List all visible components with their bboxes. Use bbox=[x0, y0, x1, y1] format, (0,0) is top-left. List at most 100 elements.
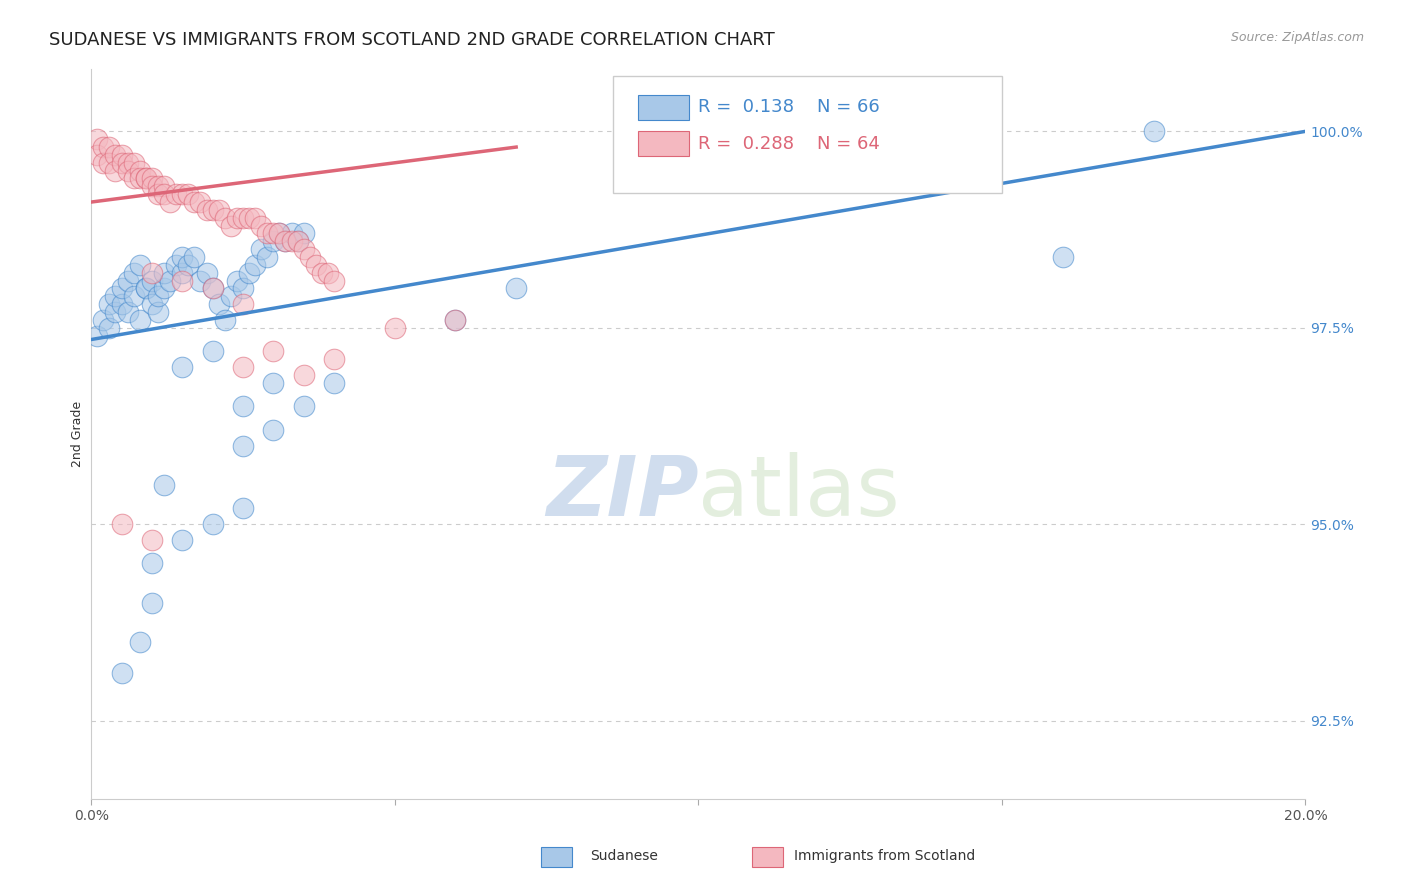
Point bbox=[243, 258, 266, 272]
Point bbox=[141, 274, 163, 288]
Point bbox=[262, 235, 284, 249]
Point bbox=[274, 235, 297, 249]
Point bbox=[208, 297, 231, 311]
Point bbox=[153, 478, 176, 492]
Point bbox=[305, 258, 328, 272]
Point bbox=[232, 297, 254, 311]
Point bbox=[122, 171, 145, 186]
FancyBboxPatch shape bbox=[637, 131, 689, 156]
Point bbox=[208, 202, 231, 217]
Point bbox=[280, 227, 302, 241]
Point bbox=[117, 163, 139, 178]
Text: Immigrants from Scotland: Immigrants from Scotland bbox=[794, 849, 976, 863]
Point bbox=[292, 227, 315, 241]
Point bbox=[91, 155, 114, 169]
Point bbox=[128, 163, 150, 178]
Point bbox=[219, 289, 242, 303]
Point bbox=[214, 211, 236, 225]
FancyBboxPatch shape bbox=[637, 95, 689, 120]
Point bbox=[292, 399, 315, 413]
Point bbox=[91, 140, 114, 154]
Point bbox=[201, 344, 224, 359]
Point bbox=[444, 313, 467, 327]
Text: ZIP: ZIP bbox=[546, 451, 699, 533]
Point bbox=[128, 171, 150, 186]
Point bbox=[172, 274, 194, 288]
Point bbox=[177, 187, 200, 202]
Point bbox=[135, 171, 157, 186]
Point bbox=[86, 328, 108, 343]
Point bbox=[141, 297, 163, 311]
Point bbox=[269, 227, 291, 241]
Point bbox=[250, 242, 273, 256]
Point bbox=[219, 219, 242, 233]
Point bbox=[232, 399, 254, 413]
Text: R =  0.288    N = 64: R = 0.288 N = 64 bbox=[699, 135, 880, 153]
Point bbox=[316, 266, 339, 280]
Point bbox=[232, 359, 254, 374]
Point bbox=[190, 274, 212, 288]
Point bbox=[153, 187, 176, 202]
Point bbox=[165, 258, 187, 272]
Point bbox=[1052, 250, 1074, 264]
Point bbox=[256, 227, 278, 241]
Point bbox=[141, 533, 163, 547]
Point bbox=[172, 250, 194, 264]
Point bbox=[256, 250, 278, 264]
Point bbox=[287, 235, 309, 249]
Point bbox=[238, 211, 260, 225]
Point bbox=[311, 266, 333, 280]
Point bbox=[201, 281, 224, 295]
Point bbox=[122, 289, 145, 303]
Point bbox=[298, 250, 321, 264]
Point bbox=[232, 439, 254, 453]
Point bbox=[172, 533, 194, 547]
Point bbox=[172, 359, 194, 374]
Point bbox=[262, 376, 284, 390]
Text: R =  0.138    N = 66: R = 0.138 N = 66 bbox=[699, 98, 880, 116]
Point bbox=[117, 274, 139, 288]
Point bbox=[153, 266, 176, 280]
Point bbox=[98, 320, 121, 334]
Point bbox=[110, 297, 132, 311]
Point bbox=[195, 202, 218, 217]
Point bbox=[110, 148, 132, 162]
Point bbox=[153, 281, 176, 295]
Point bbox=[165, 187, 187, 202]
Point bbox=[274, 235, 297, 249]
Point bbox=[195, 266, 218, 280]
Text: Source: ZipAtlas.com: Source: ZipAtlas.com bbox=[1230, 31, 1364, 45]
Point bbox=[262, 423, 284, 437]
Point bbox=[225, 274, 247, 288]
Point bbox=[153, 179, 176, 194]
Point bbox=[232, 281, 254, 295]
Point bbox=[104, 163, 127, 178]
Point bbox=[110, 517, 132, 532]
Point bbox=[122, 266, 145, 280]
Point bbox=[141, 557, 163, 571]
Point bbox=[384, 320, 406, 334]
Point bbox=[146, 305, 169, 319]
Point bbox=[183, 195, 205, 210]
Point bbox=[91, 313, 114, 327]
Point bbox=[128, 258, 150, 272]
Point bbox=[292, 368, 315, 382]
Point bbox=[323, 376, 346, 390]
Point bbox=[141, 266, 163, 280]
Point bbox=[262, 227, 284, 241]
Point bbox=[232, 211, 254, 225]
Point bbox=[122, 155, 145, 169]
Point bbox=[104, 305, 127, 319]
Point bbox=[98, 297, 121, 311]
Point bbox=[225, 211, 247, 225]
Point bbox=[201, 202, 224, 217]
Point bbox=[141, 171, 163, 186]
Point bbox=[104, 148, 127, 162]
Point bbox=[110, 155, 132, 169]
Text: SUDANESE VS IMMIGRANTS FROM SCOTLAND 2ND GRADE CORRELATION CHART: SUDANESE VS IMMIGRANTS FROM SCOTLAND 2ND… bbox=[49, 31, 775, 49]
Point bbox=[86, 132, 108, 146]
Point bbox=[444, 313, 467, 327]
Point bbox=[201, 281, 224, 295]
Point bbox=[141, 596, 163, 610]
Point bbox=[104, 289, 127, 303]
